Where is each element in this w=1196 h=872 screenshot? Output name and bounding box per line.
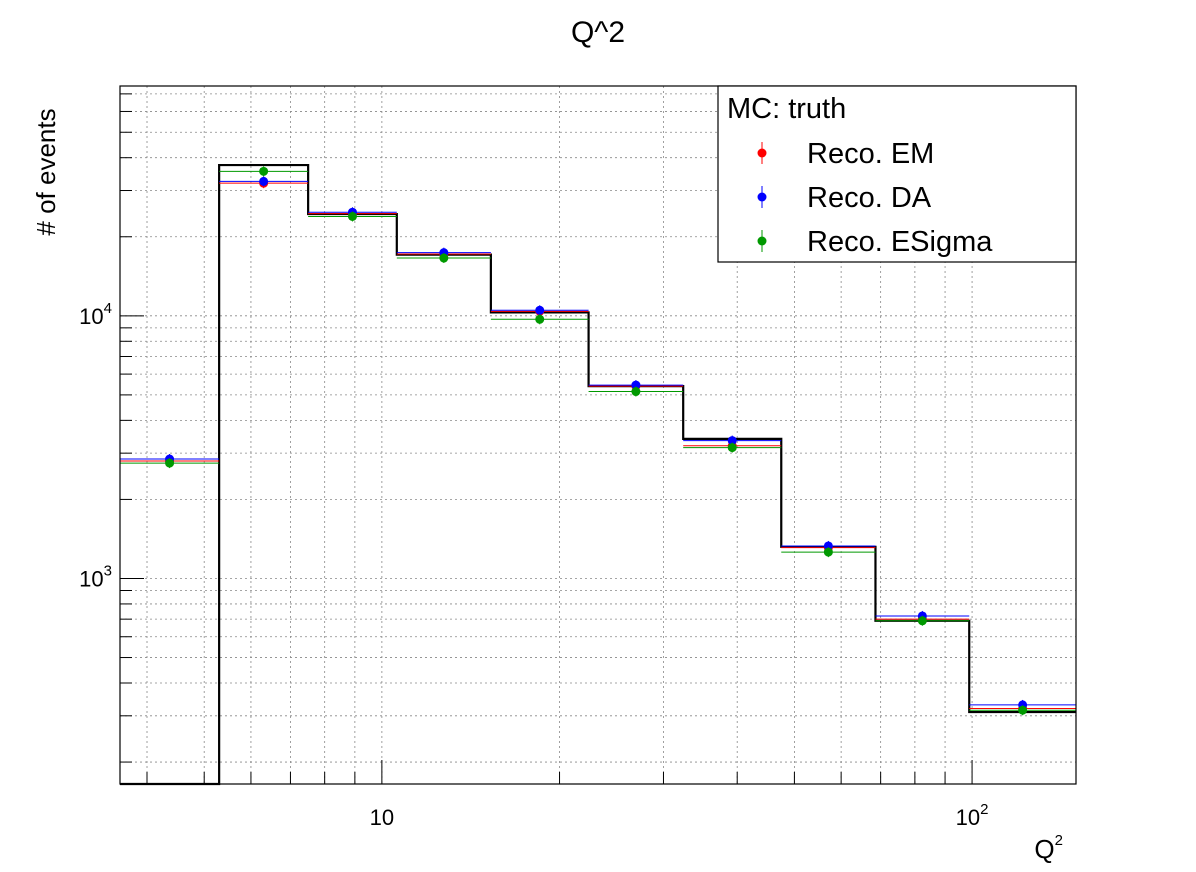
legend-entry-reco-da: Reco. DA [757,182,932,214]
series-point [631,387,641,397]
series-point [631,380,641,390]
legend-marker-icon [757,192,767,202]
tick-marks [120,93,973,784]
x-axis-title-exp: 2 [1055,832,1063,849]
legend-entry-truth: MC: truth [727,93,846,125]
x-tick-label-base: 10 [370,805,394,830]
y-tick-label-base: 10 [79,304,103,329]
series-point [439,253,449,263]
legend-entry-reco-em: Reco. EM [757,138,934,170]
series-point [727,436,737,446]
series-point [347,211,357,221]
x-tick-label-base: 10 [956,805,980,830]
plot-frame [119,85,1077,785]
y-tick-label-base: 10 [79,566,103,591]
legend-entry-reco-esigma: Reco. ESigma [757,226,993,258]
y-tick-label: 103 [79,562,112,591]
x-tick-label: 10 [370,805,394,830]
series-point [917,616,927,626]
truth-histogram [120,163,1076,786]
series-point [165,458,175,468]
chart-title: Q^2 [571,16,625,49]
series-point [259,166,269,176]
legend-label: Reco. DA [807,182,932,214]
legend-marker-icon [757,148,767,158]
x-axis-title: Q2 [1034,832,1063,864]
x-axis-title-base: Q [1034,834,1054,864]
legend-entries: Reco. EM Reco. DA Reco. ESigma [757,138,993,258]
series-point [259,176,269,186]
x-tick-label: 102 [956,801,989,830]
y-tick-label-exp: 3 [104,562,112,579]
y-tick-label-exp: 4 [104,300,112,317]
x-tick-label-exp: 2 [980,801,988,818]
legend-marker-icon [757,236,767,246]
legend-label: Reco. ESigma [807,226,993,258]
legend: MC: truth Reco. EM Reco. DA Reco. ESigma [717,85,1077,263]
series-point [823,541,833,551]
series-reco-esigma [120,166,1076,716]
series-point [1018,705,1028,715]
series-layer [120,166,1076,716]
y-axis-title: # of events [31,108,61,235]
series-point [535,305,545,315]
legend-box [717,85,1077,263]
series-point [535,314,545,324]
y-tick-label: 104 [79,300,112,329]
series-point [727,443,737,453]
series-point [823,547,833,557]
legend-label: Reco. EM [807,138,934,170]
truth-step-line [120,163,1076,786]
